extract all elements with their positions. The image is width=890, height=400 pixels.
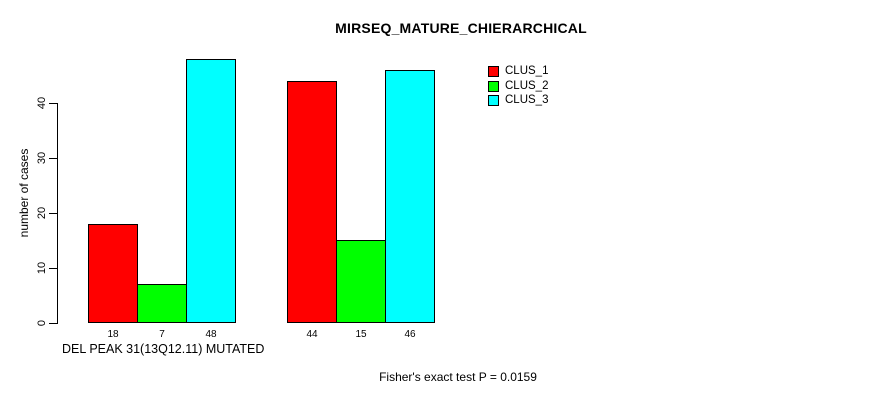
y-tick-label-10: 10 (36, 261, 48, 275)
y-axis-label: number of cases (17, 148, 31, 238)
y-tick-mark-40 (49, 103, 57, 104)
bar-clus_1-group2 (287, 81, 337, 323)
legend-label-clus_3: CLUS_3 (505, 94, 549, 106)
y-tick-label-40: 40 (36, 96, 48, 110)
y-tick-mark-10 (49, 268, 57, 269)
bar-value-label-clus_2-group2: 15 (355, 329, 367, 340)
x-axis-label: DEL PEAK 31(13Q12.11) MUTATED (62, 342, 265, 356)
bar-value-label-clus_3-group2: 46 (404, 329, 416, 340)
bar-clus_3-group2 (385, 70, 435, 323)
bar-value-label-clus_2-group1: 7 (159, 329, 165, 340)
bar-clus_2-group1 (137, 284, 187, 323)
y-tick-label-20: 20 (36, 206, 48, 220)
bar-value-label-clus_1-group2: 44 (306, 329, 318, 340)
y-tick-label-0: 0 (36, 319, 48, 327)
legend-swatch-clus_3 (488, 95, 499, 106)
bar-clus_3-group1 (186, 59, 236, 323)
y-tick-mark-30 (49, 158, 57, 159)
y-tick-mark-0 (49, 323, 57, 324)
bar-value-label-clus_3-group1: 48 (205, 329, 217, 340)
legend-swatch-clus_2 (488, 81, 499, 92)
y-tick-label-30: 30 (36, 151, 48, 165)
legend-swatch-clus_1 (488, 66, 499, 77)
y-tick-mark-20 (49, 213, 57, 214)
bar-value-label-clus_1-group1: 18 (107, 329, 119, 340)
bar-clus_1-group1 (88, 224, 138, 323)
legend-label-clus_2: CLUS_2 (505, 80, 549, 92)
footnote: Fisher's exact test P = 0.0159 (379, 370, 537, 384)
y-axis-line (57, 103, 58, 324)
bar-clus_2-group2 (336, 240, 386, 323)
legend-label-clus_1: CLUS_1 (505, 65, 549, 77)
chart-title: MIRSEQ_MATURE_CHIERARCHICAL (335, 20, 587, 36)
